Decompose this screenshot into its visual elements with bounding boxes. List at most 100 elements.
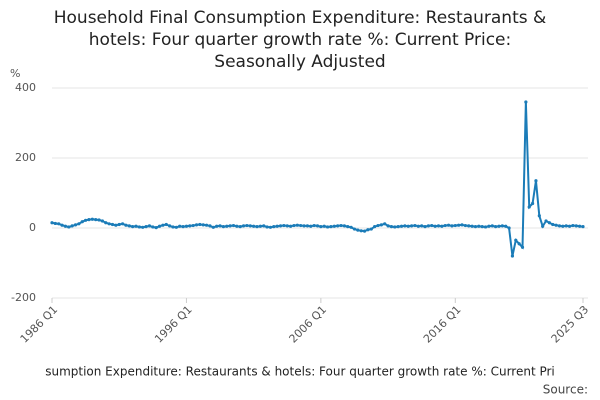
point [191,223,195,228]
point [527,205,531,209]
point [211,225,215,229]
point [278,224,283,228]
point [571,223,575,228]
point [325,225,330,229]
point [252,224,256,228]
point [144,225,148,229]
point [379,223,383,227]
point [500,224,504,228]
point [97,218,101,222]
point [245,223,249,228]
point [73,223,78,227]
x-tick-label: 1996 Q1 [152,303,195,346]
point [541,224,545,228]
point [510,254,515,258]
point [433,224,437,228]
point [504,224,508,228]
point [554,223,558,227]
point [161,223,165,227]
point [393,225,397,229]
point [100,219,105,223]
point [215,224,219,228]
point [436,224,441,228]
point [181,225,185,229]
point [289,224,293,228]
point [272,225,276,229]
point [141,225,145,229]
point [497,224,501,228]
point [151,225,155,229]
point [376,223,380,228]
point [359,229,363,233]
point [446,223,451,227]
point [120,222,125,226]
point [460,223,464,227]
point [403,224,407,228]
point [426,224,431,228]
x-tick-label: 2016 Q1 [421,303,464,346]
x-tick-label: 1986 Q1 [18,303,61,346]
chart-title: Seasonally Adjusted [214,52,385,72]
point [366,228,370,232]
point [574,224,578,228]
point [60,223,64,227]
point [362,229,367,233]
point [285,224,289,228]
point [399,224,404,228]
point [490,224,494,228]
point [349,225,353,229]
point [84,218,88,222]
point [473,225,478,229]
point [201,223,205,227]
point [524,100,528,104]
point [70,224,74,228]
point [463,223,467,228]
point [487,224,491,228]
point [507,226,511,230]
chart-title: hotels: Four quarter growth rate %: Curr… [89,30,511,50]
point [494,225,498,229]
point [339,223,343,228]
point [124,223,128,227]
point [171,225,175,229]
point [174,225,178,229]
y-axis-label: % [10,67,20,80]
point [581,225,585,229]
point [241,224,246,228]
point [110,222,115,227]
point [235,224,239,228]
point [567,224,572,228]
point [467,224,471,228]
point [520,245,525,249]
point [208,224,212,228]
point [389,225,394,229]
point [77,222,81,226]
point [57,222,61,226]
point [369,227,373,231]
legend-entry: sumption Expenditure: Restaurants & hote… [45,365,555,379]
point [329,225,333,229]
point [228,224,232,228]
point [194,223,199,227]
point [517,242,521,246]
x-tick-label: 2025 Q3 [549,303,592,346]
point [470,224,474,228]
point [319,225,323,229]
point [295,223,299,227]
point [154,226,158,230]
source: Source: [543,383,588,397]
point [410,224,414,228]
point [547,221,551,225]
point [561,224,565,228]
point [87,218,91,222]
point [262,224,266,228]
y-tick-label: 400 [15,81,36,94]
point [184,224,189,228]
point [578,224,582,228]
point [440,224,444,228]
point [551,222,555,227]
point [477,224,481,228]
point [188,224,192,228]
point [312,223,316,228]
